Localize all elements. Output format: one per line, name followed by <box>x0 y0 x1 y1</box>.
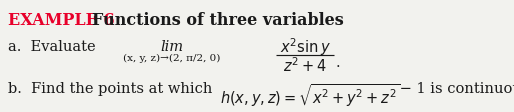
Text: Functions of three variables: Functions of three variables <box>92 12 344 29</box>
Text: $z^2 + 4$: $z^2 + 4$ <box>283 56 327 75</box>
Text: b.  Find the points at which: b. Find the points at which <box>8 82 217 96</box>
Text: $x^2 \sin y$: $x^2 \sin y$ <box>280 36 331 58</box>
Text: a.  Evaluate: a. Evaluate <box>8 40 96 54</box>
Text: lim: lim <box>160 40 183 54</box>
Text: − 1 is continuous.: − 1 is continuous. <box>395 82 514 96</box>
Text: $h(x, y, z) = \sqrt{x^2 + y^2 + z^2}$: $h(x, y, z) = \sqrt{x^2 + y^2 + z^2}$ <box>220 82 400 109</box>
Text: EXAMPLE 6: EXAMPLE 6 <box>8 12 115 29</box>
Text: (x, y, z)→(2, π/2, 0): (x, y, z)→(2, π/2, 0) <box>123 54 221 63</box>
Text: .: . <box>336 56 341 70</box>
